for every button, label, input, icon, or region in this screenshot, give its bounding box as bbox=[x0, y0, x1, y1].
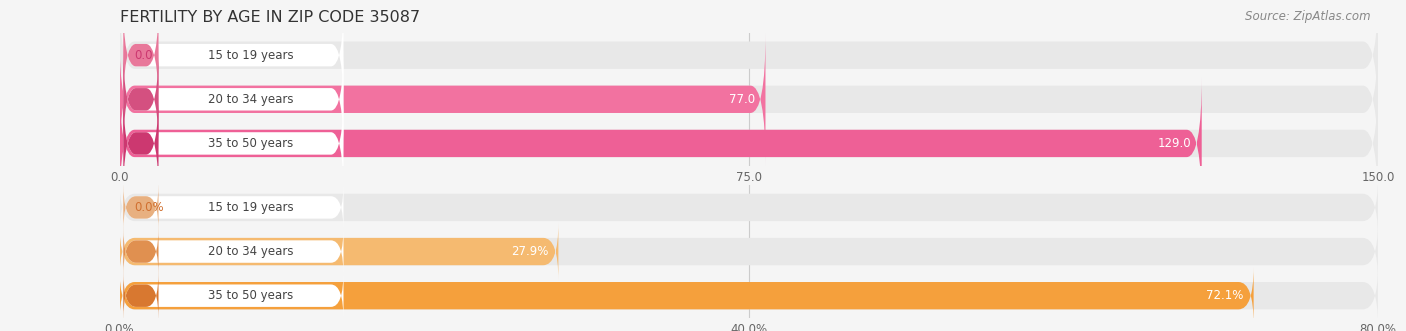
Text: 129.0: 129.0 bbox=[1159, 137, 1192, 150]
FancyBboxPatch shape bbox=[124, 227, 343, 276]
FancyBboxPatch shape bbox=[124, 44, 159, 154]
FancyBboxPatch shape bbox=[120, 78, 1202, 209]
Text: 72.1%: 72.1% bbox=[1206, 289, 1243, 302]
Text: 15 to 19 years: 15 to 19 years bbox=[208, 201, 294, 214]
Text: 77.0: 77.0 bbox=[730, 93, 755, 106]
Text: 0.0%: 0.0% bbox=[135, 201, 165, 214]
FancyBboxPatch shape bbox=[120, 267, 1254, 324]
Text: 35 to 50 years: 35 to 50 years bbox=[208, 137, 294, 150]
FancyBboxPatch shape bbox=[124, 0, 159, 110]
FancyBboxPatch shape bbox=[124, 227, 159, 276]
FancyBboxPatch shape bbox=[124, 183, 159, 231]
FancyBboxPatch shape bbox=[124, 183, 343, 231]
Text: 27.9%: 27.9% bbox=[510, 245, 548, 258]
FancyBboxPatch shape bbox=[124, 88, 159, 198]
FancyBboxPatch shape bbox=[120, 267, 1378, 324]
Text: 20 to 34 years: 20 to 34 years bbox=[208, 245, 294, 258]
FancyBboxPatch shape bbox=[124, 272, 159, 320]
Text: 20 to 34 years: 20 to 34 years bbox=[208, 93, 294, 106]
FancyBboxPatch shape bbox=[120, 223, 558, 280]
FancyBboxPatch shape bbox=[124, 0, 343, 110]
FancyBboxPatch shape bbox=[120, 223, 1378, 280]
FancyBboxPatch shape bbox=[124, 272, 343, 320]
FancyBboxPatch shape bbox=[124, 88, 343, 198]
FancyBboxPatch shape bbox=[120, 33, 765, 165]
FancyBboxPatch shape bbox=[124, 44, 343, 154]
Text: 15 to 19 years: 15 to 19 years bbox=[208, 49, 294, 62]
Text: FERTILITY BY AGE IN ZIP CODE 35087: FERTILITY BY AGE IN ZIP CODE 35087 bbox=[120, 10, 419, 25]
FancyBboxPatch shape bbox=[120, 0, 1378, 121]
FancyBboxPatch shape bbox=[120, 179, 1378, 236]
Text: Source: ZipAtlas.com: Source: ZipAtlas.com bbox=[1246, 10, 1371, 23]
FancyBboxPatch shape bbox=[120, 78, 1378, 209]
FancyBboxPatch shape bbox=[120, 33, 1378, 165]
Text: 0.0: 0.0 bbox=[135, 49, 153, 62]
Text: 35 to 50 years: 35 to 50 years bbox=[208, 289, 294, 302]
